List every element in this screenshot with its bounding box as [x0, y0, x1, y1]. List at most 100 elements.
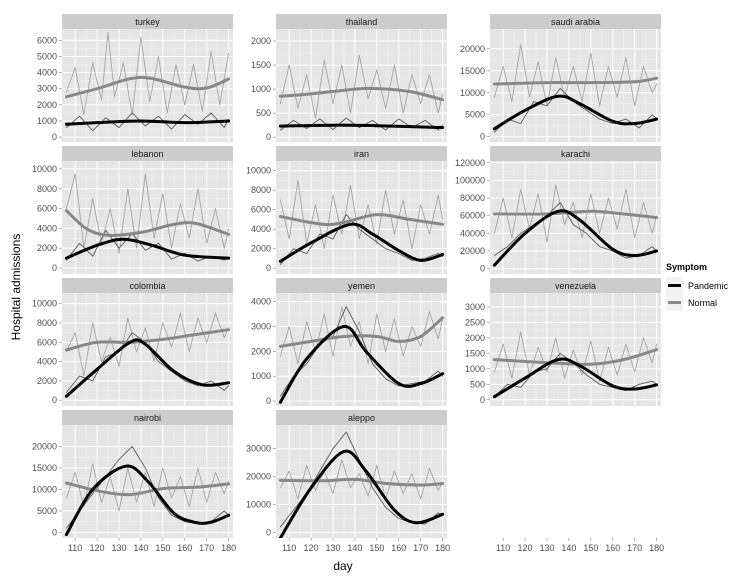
panel-karachi: karachi 0 20000 40000 60000 80000 100000 120000	[455, 146, 661, 274]
y-axis-title: Hospital admissions	[9, 234, 23, 341]
legend-title: Symptom	[666, 262, 707, 272]
y-tick-label: 40000	[460, 228, 485, 238]
x-tick-label: 130	[111, 543, 126, 553]
y-tick-label: 120000	[455, 158, 485, 168]
y-tick-label: 4000	[37, 68, 57, 78]
y-tick-label: 1500	[465, 348, 485, 358]
facet-strip	[62, 278, 233, 293]
panel-thailand: thailand 0 500 1000 1500 2000	[251, 14, 447, 142]
pandemic-raw-line	[493, 352, 658, 398]
y-tick-label: 8000	[37, 318, 57, 328]
x-tick-label: 180	[221, 543, 236, 553]
x-tick-label: 120	[518, 543, 533, 553]
series-lines	[64, 312, 231, 398]
y-tick-label: 0	[52, 395, 57, 405]
facet-strip	[490, 278, 661, 293]
y-tick-label: 10000	[246, 166, 271, 176]
panel-lebanon: lebanon 0 2000 4000 6000 8000 10000	[32, 146, 233, 274]
y-tick-label: 500	[256, 108, 271, 118]
x-tick-label: 150	[583, 543, 598, 553]
y-tick-label: 1500	[251, 60, 271, 70]
x-tick-label: 170	[627, 543, 642, 553]
y-tick-label: 30000	[246, 444, 271, 454]
normal-raw-line	[65, 463, 230, 512]
y-tick-label: 2500	[465, 317, 485, 327]
pandemic-smooth-line	[64, 338, 231, 398]
y-tick-label: 100000	[455, 175, 485, 185]
panel-saudi-arabia: saudi arabia 0 5000 10000 15000 20000	[460, 14, 661, 142]
y-tick-label: 4000	[37, 357, 57, 367]
facet-strip	[62, 146, 233, 161]
pandemic-smooth-line	[64, 464, 231, 537]
y-tick-label: 5000	[37, 506, 57, 516]
pandemic-smooth-line	[278, 449, 445, 538]
y-tick-label: 1000	[251, 371, 271, 381]
y-tick-label: 0	[480, 132, 485, 142]
x-tick-label: 170	[199, 543, 214, 553]
y-tick-label: 2000	[37, 376, 57, 386]
normal-smooth-line	[64, 328, 231, 352]
facet-label: venezuela	[555, 281, 596, 291]
y-tick-label: 6000	[37, 35, 57, 45]
y-tick-label: 2000	[37, 100, 57, 110]
facet-label: turkey	[135, 17, 160, 27]
x-tick-label: 120	[90, 543, 105, 553]
y-tick-label: 6000	[37, 204, 57, 214]
normal-smooth-line	[492, 209, 659, 219]
series-lines	[492, 43, 659, 133]
facet-label: aleppo	[348, 413, 375, 423]
y-tick-label: 6000	[37, 337, 57, 347]
y-tick-label: 3000	[37, 84, 57, 94]
facet-strip	[276, 410, 447, 425]
y-tick-label: 2000	[251, 36, 271, 46]
y-tick-label: 15000	[32, 463, 57, 473]
normal-smooth-line	[492, 348, 659, 366]
x-axis-title: day	[333, 559, 352, 573]
y-tick-label: 10000	[246, 500, 271, 510]
series-lines	[64, 173, 231, 262]
pandemic-smooth-line	[492, 94, 659, 131]
x-tick-label: 140	[133, 543, 148, 553]
legend: Symptom Pandemic Normal	[666, 262, 729, 311]
facet-label: colombia	[129, 281, 165, 291]
plot-background	[276, 293, 447, 406]
facet-label: nairobi	[134, 413, 161, 423]
x-tick-label: 130	[539, 543, 554, 553]
pandemic-smooth-line	[278, 325, 445, 404]
y-tick-label: 8000	[37, 184, 57, 194]
normal-smooth-line	[492, 76, 659, 86]
pandemic-smooth-line	[278, 222, 445, 263]
normal-raw-line	[65, 31, 230, 116]
normal-raw-line	[279, 54, 444, 119]
y-tick-label: 5000	[465, 110, 485, 120]
y-tick-label: 0	[266, 527, 271, 537]
pandemic-raw-line	[279, 214, 444, 265]
x-tick-label: 120	[304, 543, 319, 553]
y-tick-label: 0	[52, 263, 57, 273]
y-tick-label: 4000	[251, 297, 271, 307]
x-tick-label: 170	[413, 543, 428, 553]
series-lines	[64, 31, 231, 132]
y-tick-label: 0	[52, 132, 57, 142]
legend-label-normal: Normal	[688, 298, 717, 308]
y-tick-label: 60000	[460, 211, 485, 221]
facet-strip	[276, 14, 447, 29]
facet-label: yemen	[348, 281, 375, 291]
y-tick-label: 0	[266, 396, 271, 406]
x-axis-col-2: 110 120 130 140 150 160 170 180	[282, 538, 450, 553]
y-tick-label: 20000	[460, 246, 485, 256]
y-tick-label: 4000	[37, 223, 57, 233]
y-tick-label: 20000	[32, 441, 57, 451]
normal-smooth-line	[278, 213, 445, 227]
y-tick-label: 500	[470, 379, 485, 389]
normal-raw-line	[65, 173, 230, 254]
panel-colombia: colombia 0 2000 4000 6000 8000 10000	[32, 278, 233, 406]
pandemic-smooth-line	[64, 119, 231, 126]
y-tick-label: 4000	[251, 224, 271, 234]
normal-raw-line	[279, 180, 444, 250]
x-tick-label: 160	[605, 543, 620, 553]
x-tick-label: 130	[325, 543, 340, 553]
x-axis-col-3: 110 120 130 140 150 160 170 180	[496, 538, 664, 553]
plot-background	[276, 29, 447, 142]
y-tick-label: 0	[266, 132, 271, 142]
